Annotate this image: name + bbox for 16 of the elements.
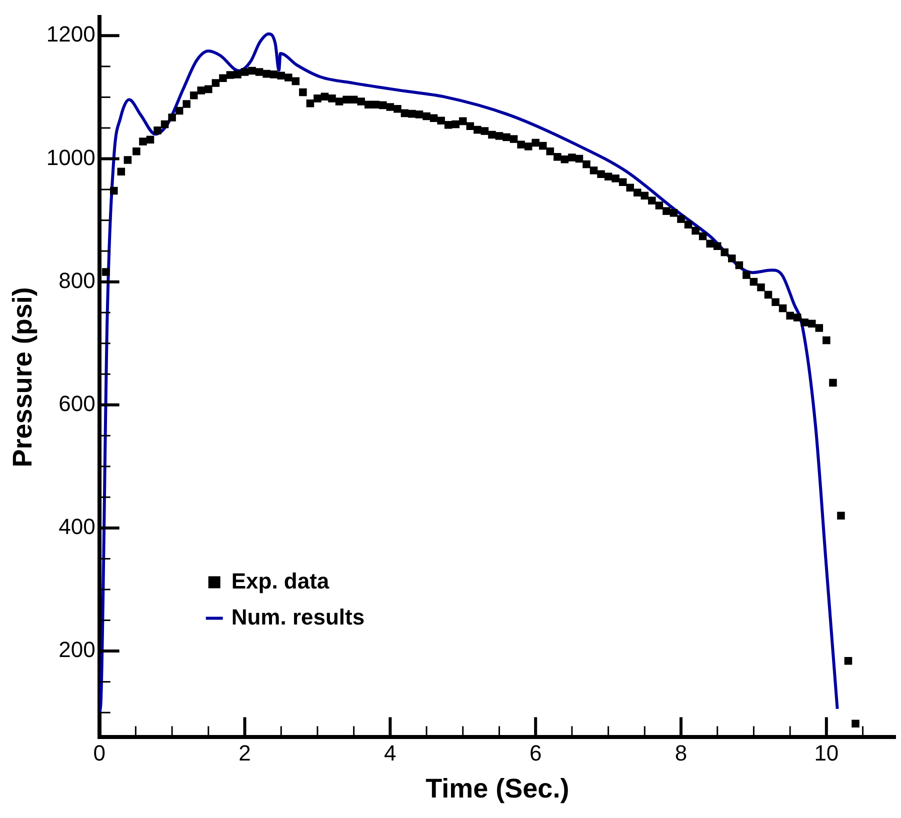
x-tick-label: 2 bbox=[238, 740, 251, 766]
y-tick-label: 600 bbox=[58, 390, 96, 416]
x-tick-label: 0 bbox=[93, 740, 106, 766]
x-tick-label: 10 bbox=[814, 740, 839, 766]
x-tick-label: 6 bbox=[529, 740, 542, 766]
x-tick-label: 4 bbox=[384, 740, 396, 766]
x-axis-title: Time (Sec.) bbox=[426, 773, 570, 804]
y-tick-label: 1000 bbox=[46, 144, 96, 170]
y-tick-label: 800 bbox=[58, 268, 96, 293]
y-axis-title: Pressure (psi) bbox=[8, 287, 38, 468]
x-tick-label: 8 bbox=[674, 740, 688, 766]
legend-label: Exp. data bbox=[231, 568, 330, 594]
y-tick-label: 200 bbox=[58, 637, 96, 662]
y-tick-label: 1200 bbox=[46, 22, 96, 47]
y-tick-label: 400 bbox=[58, 514, 96, 540]
legend-label: Num. results bbox=[231, 604, 365, 630]
